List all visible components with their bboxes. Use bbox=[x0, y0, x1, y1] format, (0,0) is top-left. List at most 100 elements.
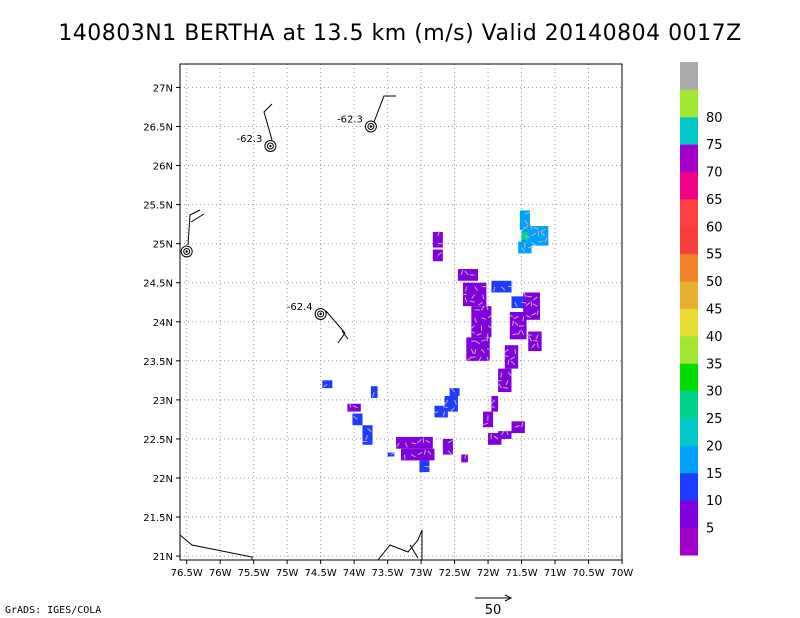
wind-arrow bbox=[501, 286, 506, 291]
wind-arrow bbox=[510, 356, 516, 360]
colorbar-segment bbox=[680, 335, 698, 364]
y-axis-ticks: 21N 21.5N 22N 22.5N 23N 23.5N 24N 24.5N 25N 25.5N… bbox=[143, 83, 180, 563]
vortex-label: -62.3 bbox=[237, 134, 263, 145]
wind-arrow bbox=[460, 269, 464, 276]
colorbar-segment bbox=[680, 281, 698, 309]
vortex-markers: -62.3 -62.3 -62.4 bbox=[180, 114, 377, 320]
x-tick-label: 74.5W bbox=[305, 568, 337, 579]
wind-cell bbox=[518, 241, 532, 254]
wind-arrow bbox=[474, 286, 479, 291]
plot-frame bbox=[179, 63, 623, 561]
x-tick-label: 70W bbox=[611, 568, 634, 579]
y-tick-label: 25.5N bbox=[143, 201, 173, 212]
colorbar-label: 55 bbox=[706, 248, 723, 263]
vortex-ring bbox=[180, 245, 193, 258]
colorbar-segment bbox=[680, 226, 698, 255]
wind-arrow bbox=[454, 399, 457, 405]
colorbar-segment bbox=[680, 116, 698, 145]
wind-arrow bbox=[480, 348, 485, 354]
wind-arrow bbox=[480, 305, 485, 311]
wind-arrow bbox=[442, 406, 448, 409]
wind-arrow bbox=[403, 454, 406, 460]
barb-line bbox=[263, 103, 273, 141]
wind-arrow bbox=[486, 336, 489, 342]
x-tick-label: 71.5W bbox=[505, 568, 537, 579]
y-tick-label: 21N bbox=[153, 552, 173, 563]
wind-arrow bbox=[535, 334, 539, 340]
wind-arrow bbox=[533, 226, 539, 230]
colorbar-label: 5 bbox=[706, 522, 714, 537]
wind-arrow bbox=[521, 247, 525, 252]
colorbar-label: 70 bbox=[706, 166, 723, 181]
wind-arrow bbox=[521, 422, 524, 428]
wind-arrow bbox=[524, 235, 530, 238]
colorbar-label: 45 bbox=[706, 303, 723, 318]
wind-cell bbox=[511, 296, 525, 309]
vortex-label: -62.3 bbox=[337, 114, 363, 125]
vector-scale: 50 bbox=[475, 594, 513, 618]
wind-arrow bbox=[443, 411, 446, 417]
vortex-inner-ring bbox=[266, 142, 274, 150]
colorbar-segment bbox=[680, 198, 698, 227]
wind-arrow bbox=[411, 442, 417, 445]
wind-arrow bbox=[510, 360, 516, 366]
wind-cell bbox=[498, 431, 512, 439]
vector-scale-label: 50 bbox=[485, 603, 502, 618]
barb-line bbox=[373, 95, 396, 123]
vortex-inner-ring bbox=[317, 310, 325, 318]
wind-arrow bbox=[538, 240, 544, 243]
wind-arrow bbox=[447, 450, 452, 455]
y-tick-label: 25N bbox=[153, 240, 173, 251]
wind-arrow bbox=[486, 356, 490, 362]
colorbar-label: 15 bbox=[706, 467, 723, 482]
wind-arrow bbox=[404, 442, 408, 448]
wind-arrow bbox=[450, 407, 455, 412]
wind-arrow bbox=[486, 333, 489, 339]
y-tick-label: 23N bbox=[153, 396, 173, 407]
wind-arrow bbox=[514, 302, 518, 307]
wind-arrow bbox=[525, 314, 531, 318]
wind-arrow bbox=[427, 450, 432, 455]
colorbar-segment bbox=[680, 308, 698, 337]
wind-arrow bbox=[507, 372, 513, 377]
wind-arrow bbox=[471, 294, 476, 299]
wind-arrow bbox=[464, 270, 469, 276]
wind-arrow bbox=[482, 294, 485, 300]
wind-cell bbox=[395, 436, 433, 449]
x-tick-label: 72W bbox=[477, 568, 500, 579]
coastline-and-barbs bbox=[179, 95, 423, 561]
wind-cell bbox=[419, 460, 430, 473]
barb-line bbox=[325, 310, 346, 344]
colorbar-segment bbox=[680, 171, 698, 200]
wind-arrow bbox=[417, 439, 422, 444]
wind-arrow bbox=[522, 316, 525, 322]
wind-arrow bbox=[521, 226, 526, 231]
x-tick-label: 73.5W bbox=[372, 568, 404, 579]
vortex-ring bbox=[314, 307, 327, 320]
colorbar-segment bbox=[680, 363, 698, 392]
wind-arrow bbox=[526, 295, 532, 298]
wind-arrow bbox=[517, 330, 521, 336]
wind-arrow bbox=[423, 449, 426, 455]
wind-arrow bbox=[474, 317, 477, 323]
wind-arrow bbox=[475, 340, 481, 345]
wind-arrow bbox=[523, 292, 527, 298]
wind-arrow bbox=[470, 325, 475, 330]
colorbar-label: 35 bbox=[706, 357, 723, 372]
wind-arrow bbox=[498, 383, 502, 389]
y-tick-label: 24N bbox=[153, 318, 173, 329]
wind-cell bbox=[442, 438, 453, 455]
x-tick-label: 75.5W bbox=[238, 568, 270, 579]
wind-arrow bbox=[504, 348, 509, 354]
y-tick-label: 22.5N bbox=[143, 435, 173, 446]
wind-arrow bbox=[500, 372, 502, 378]
wind-arrow bbox=[525, 302, 530, 307]
wind-arrow bbox=[518, 325, 524, 327]
wind-arrow bbox=[478, 356, 482, 362]
wind-arrow bbox=[507, 359, 510, 365]
barb-line bbox=[190, 213, 205, 223]
y-tick-label: 27N bbox=[153, 83, 173, 94]
x-tick-label: 75W bbox=[276, 568, 299, 579]
vortex-inner-ring bbox=[183, 247, 191, 255]
